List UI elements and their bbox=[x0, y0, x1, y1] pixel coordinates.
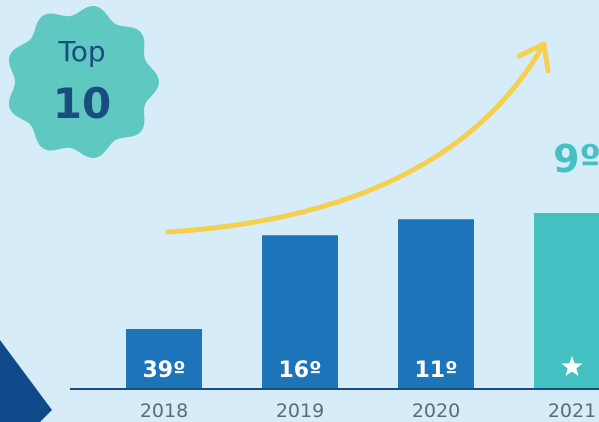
bar-value-label-2019: 16º bbox=[278, 358, 321, 383]
corner-decoration bbox=[0, 340, 52, 422]
x-tick-label-2018: 2018 bbox=[140, 400, 188, 422]
x-tick-label-2019: 2019 bbox=[276, 400, 324, 422]
trend-arrow-curve bbox=[165, 46, 544, 235]
trend-arrow bbox=[165, 41, 551, 235]
top-10-badge: Top 10 bbox=[8, 5, 160, 159]
bar-value-label-2018: 39º bbox=[142, 358, 185, 383]
star-icon bbox=[561, 356, 583, 376]
bar-2021 bbox=[534, 213, 599, 389]
highlight-rank-label: 9º bbox=[553, 137, 599, 181]
trend-arrow-head bbox=[516, 41, 551, 74]
badge-line1: Top bbox=[57, 35, 105, 68]
badge-shape bbox=[8, 5, 160, 159]
bar-series: 39º 16º 11º bbox=[126, 213, 599, 389]
badge-line2: 10 bbox=[53, 79, 111, 128]
bar-2020 bbox=[398, 219, 474, 389]
x-tick-label-2020: 2020 bbox=[412, 400, 460, 422]
bar-2018 bbox=[126, 329, 202, 389]
bar-value-label-2020: 11º bbox=[414, 358, 457, 383]
bar-2019 bbox=[262, 235, 338, 389]
x-axis-tick-labels: 2018 2019 2020 2021 bbox=[140, 400, 596, 422]
x-tick-label-2021: 2021 bbox=[548, 400, 596, 422]
